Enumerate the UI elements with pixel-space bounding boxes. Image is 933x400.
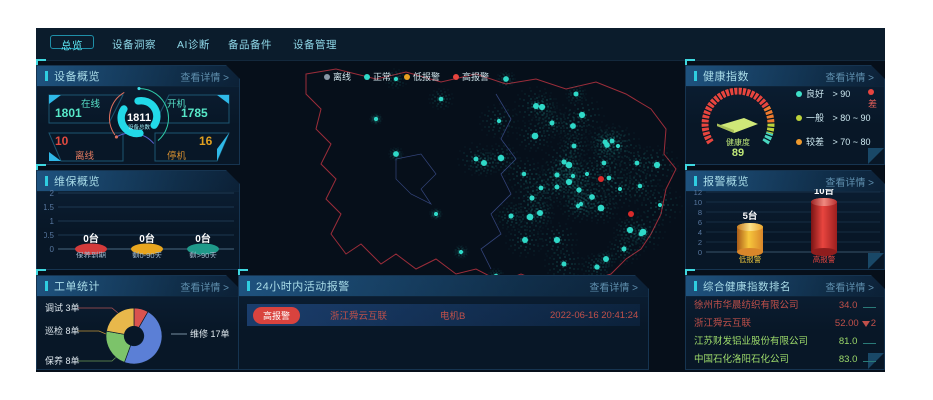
svg-text:1811: 1811 (127, 112, 151, 124)
svg-text:剩>90天: 剩>90天 (189, 250, 217, 258)
svg-text:保养到期: 保养到期 (76, 250, 106, 258)
svg-text:1.5: 1.5 (44, 203, 55, 212)
svg-text:0: 0 (50, 245, 55, 254)
svg-text:高报警: 高报警 (813, 254, 836, 263)
svg-text:0台: 0台 (139, 232, 155, 245)
svg-text:12: 12 (694, 189, 702, 197)
svg-text:巡检 8单: 巡检 8单 (45, 325, 80, 336)
svg-text:设备总数: 设备总数 (128, 123, 151, 131)
svg-text:低报警: 低报警 (739, 254, 762, 263)
svg-text:剩0-90天: 剩0-90天 (132, 250, 163, 258)
svg-text:0台: 0台 (195, 232, 211, 245)
svg-text:8: 8 (698, 208, 702, 217)
svg-text:2: 2 (50, 190, 55, 198)
svg-text:0台: 0台 (83, 232, 99, 245)
svg-text:10台: 10台 (814, 189, 835, 197)
svg-text:5台: 5台 (743, 210, 758, 222)
svg-text:0: 0 (698, 248, 702, 257)
svg-text:健康度: 健康度 (726, 137, 750, 147)
svg-text:0.5: 0.5 (44, 231, 55, 240)
svg-text:10: 10 (694, 198, 702, 207)
svg-text:6: 6 (698, 218, 702, 227)
svg-text:1: 1 (50, 217, 55, 226)
svg-text:89: 89 (732, 147, 744, 159)
svg-text:2: 2 (698, 238, 702, 247)
svg-text:保养 8单: 保养 8单 (45, 355, 80, 366)
svg-text:调试 3单: 调试 3单 (45, 302, 80, 313)
svg-text:4: 4 (698, 228, 702, 237)
svg-text:维修 17单: 维修 17单 (190, 328, 230, 339)
